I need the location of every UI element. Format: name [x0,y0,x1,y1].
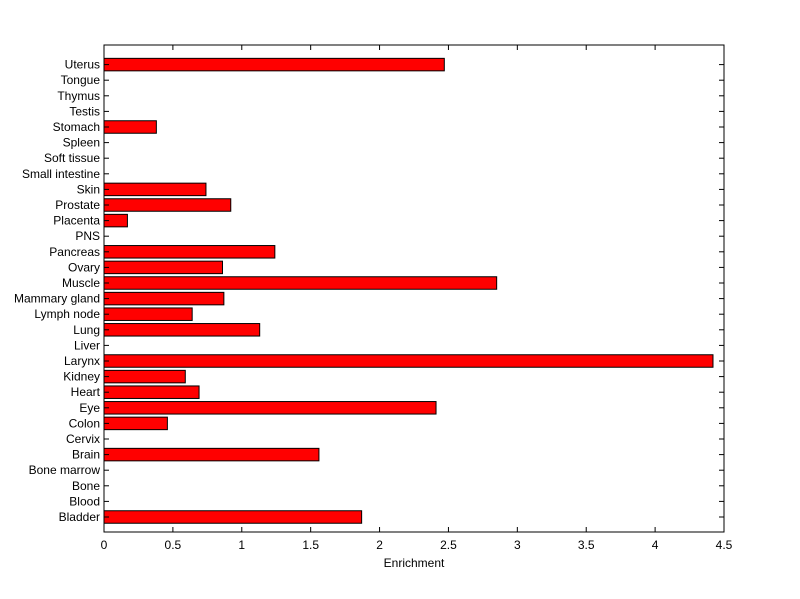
x-axis-title: Enrichment [384,556,445,570]
y-tick-label-muscle: Muscle [62,276,100,290]
y-tick-label-colon: Colon [69,416,100,430]
bar-pancreas [103,245,276,259]
y-tick-label-mammary-gland: Mammary gland [14,292,100,306]
bar-muscle [103,276,498,290]
x-tick-label: 1 [238,538,245,552]
y-tick-label-lung: Lung [73,323,100,337]
y-tick-label-lymph-node: Lymph node [34,307,100,321]
x-tick-label: 4.5 [716,538,733,552]
y-tick-label-pns: PNS [75,229,100,243]
bar-colon [103,416,168,431]
x-tick-label: 3.5 [578,538,595,552]
x-tick-label: 2.5 [440,538,457,552]
y-tick-label-thymus: Thymus [57,89,100,103]
y-tick-label-placenta: Placenta [53,214,100,228]
y-tick-label-brain: Brain [72,448,100,462]
bar-prostate [103,198,232,212]
bar-larynx [103,354,714,368]
x-tick-label: 2 [376,538,383,552]
plot-area-frame [103,44,725,533]
bars-layer [103,57,714,524]
x-tick-label: 0.5 [165,538,182,552]
y-tick-label-pancreas: Pancreas [49,245,100,259]
x-tick-label: 0 [101,538,108,552]
y-tick-label-spleen: Spleen [63,136,100,150]
bar-skin [103,182,207,197]
bar-mammary-gland [103,291,225,306]
ticks-layer [103,45,725,532]
bar-lung [103,323,261,337]
y-tick-label-blood: Blood [69,494,100,508]
x-tick-label: 4 [652,538,659,552]
x-tick-labels: 0 0.5 1 1.5 2 2.5 3 3.5 4 4.5 [101,538,733,552]
y-tick-label-bone-marrow: Bone marrow [29,463,101,477]
y-tick-label-bladder: Bladder [59,510,100,524]
y-tick-label-cervix: Cervix [66,432,100,446]
bar-uterus [103,57,445,72]
y-tick-label-prostate: Prostate [55,198,100,212]
y-tick-label-eye: Eye [79,401,100,415]
y-tick-label-liver: Liver [74,338,100,352]
bar-heart [103,385,200,399]
y-tick-label-uterus: Uterus [65,58,100,72]
bar-ovary [103,260,223,275]
bar-stomach [103,120,157,134]
y-tick-label-heart: Heart [71,385,101,399]
y-tick-label-tongue: Tongue [61,73,101,87]
bar-eye [103,401,437,415]
bar-lymph-node [103,307,193,321]
y-tick-label-stomach: Stomach [53,120,100,134]
x-tick-label: 3 [514,538,521,552]
y-tick-label-small-intestine: Small intestine [22,167,100,181]
y-tick-label-testis: Testis [69,104,100,118]
bar-brain [103,447,320,462]
y-tick-label-larynx: Larynx [64,354,100,368]
bar-bladder [103,510,363,524]
x-tick-label: 1.5 [302,538,319,552]
y-tick-label-bone: Bone [72,479,100,493]
bar-kidney [103,369,186,384]
y-tick-label-kidney: Kidney [63,370,100,384]
y-tick-label-soft-tissue: Soft tissue [44,151,100,165]
y-tick-label-skin: Skin [77,182,100,196]
y-tick-label-ovary: Ovary [68,260,100,274]
